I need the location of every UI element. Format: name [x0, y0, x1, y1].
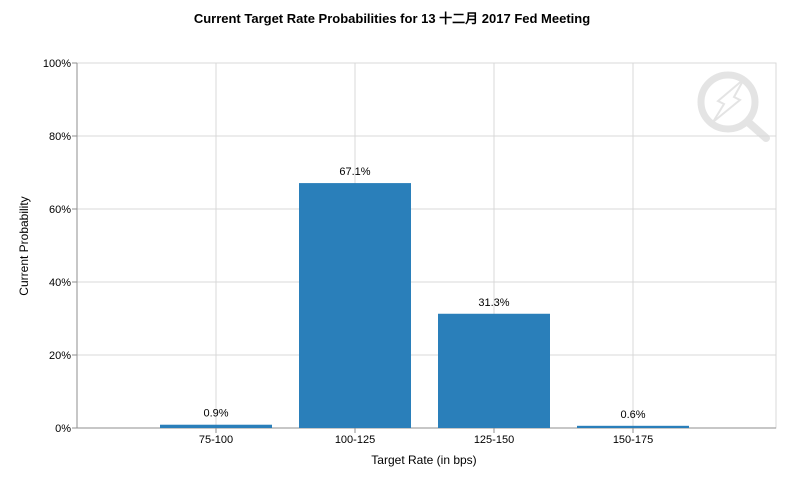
y-tick-label: 100%: [43, 58, 71, 70]
bar: [577, 425, 689, 428]
quote-logo-icon: [697, 71, 770, 142]
grid-lines: [77, 62, 776, 429]
data-label: 31.3%: [478, 297, 509, 309]
x-tick-label: 125-150: [474, 434, 514, 446]
x-tick-label: 150-175: [613, 434, 653, 446]
x-tick-label: 100-125: [335, 434, 375, 446]
y-tick-label: 80%: [49, 131, 71, 143]
bar: [160, 424, 272, 428]
bar: [438, 313, 550, 428]
y-tick-label: 40%: [49, 277, 71, 289]
y-tick-label: 60%: [49, 204, 71, 216]
y-tick-label: 0%: [55, 423, 71, 435]
data-label: 0.6%: [620, 409, 645, 421]
x-axis-label: Target Rate (in bps): [371, 453, 476, 467]
bars: [160, 183, 689, 428]
data-label: 0.9%: [203, 408, 228, 420]
data-labels: 0.9% 67.1% 31.3% 0.6%: [203, 166, 645, 421]
bar: [299, 183, 411, 428]
plot-border: [76, 62, 777, 429]
x-tick-label: 75-100: [199, 434, 233, 446]
y-axis-label: Current Probability: [17, 196, 31, 295]
y-tick-label: 20%: [49, 350, 71, 362]
chart-title: Current Target Rate Probabilities for 13…: [194, 11, 590, 26]
data-label: 67.1%: [339, 166, 370, 178]
